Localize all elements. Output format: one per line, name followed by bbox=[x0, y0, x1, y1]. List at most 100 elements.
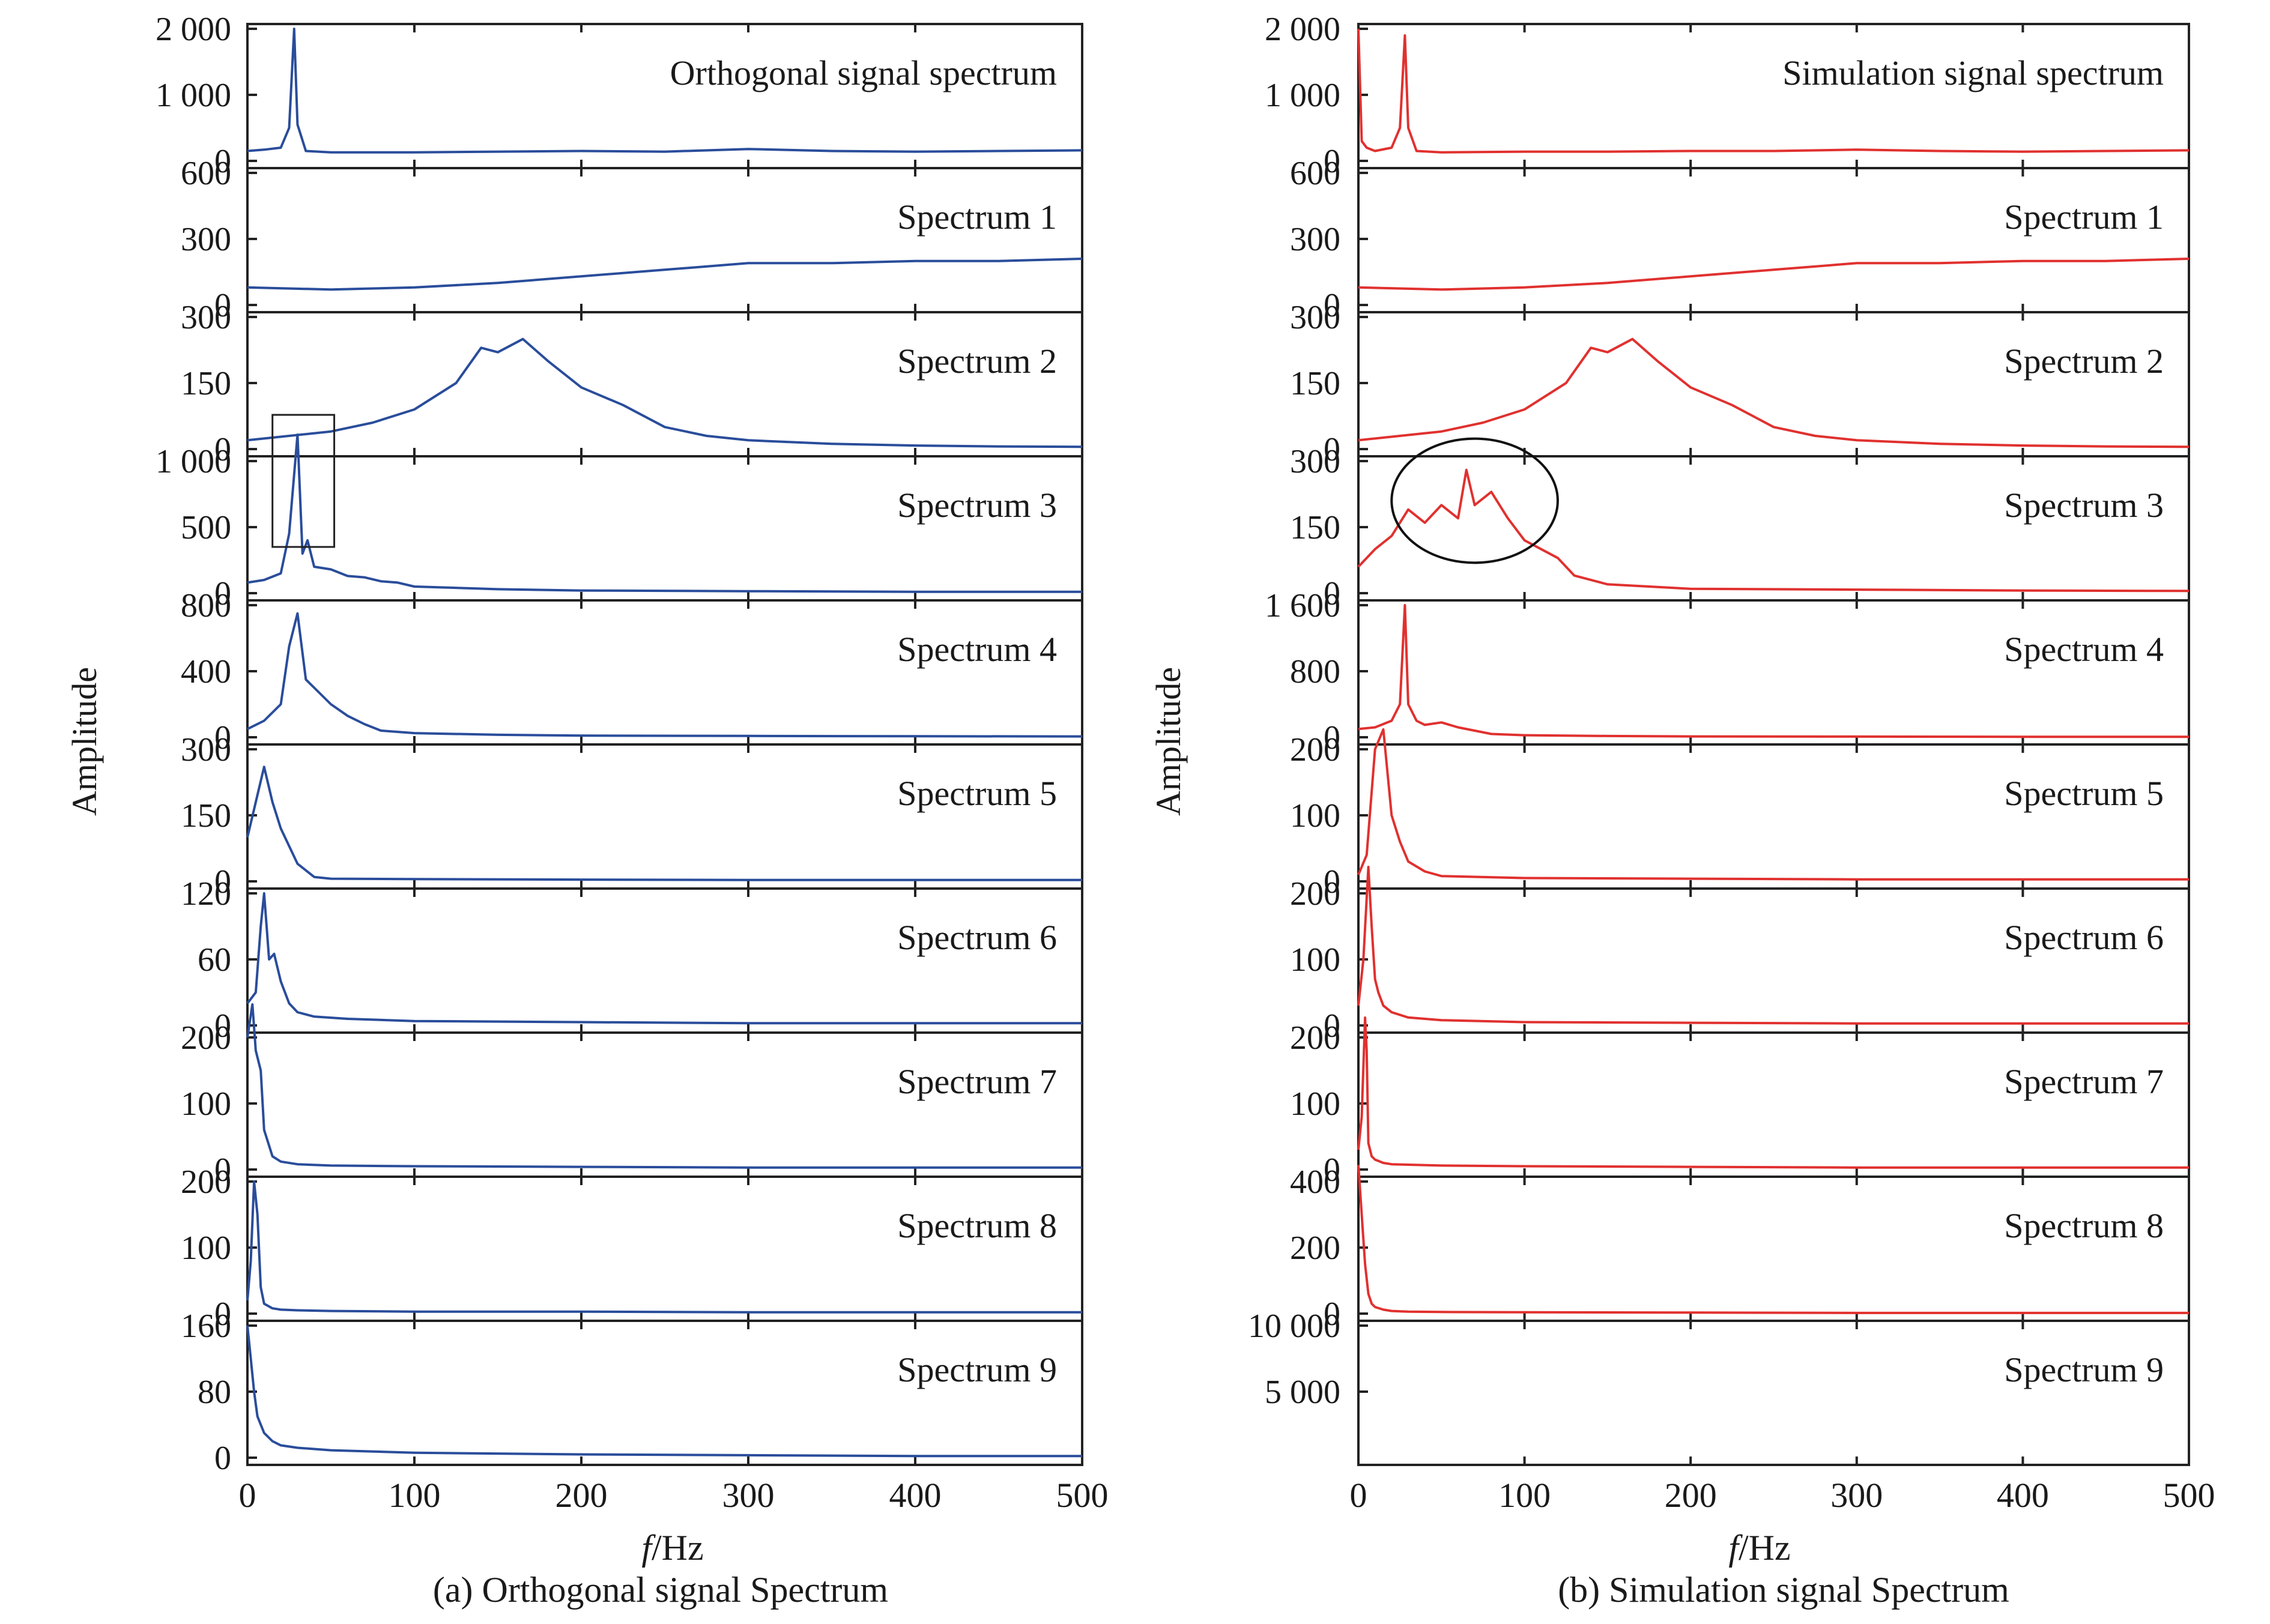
subplot: 0 100 200 Spectrum 5 bbox=[1290, 728, 2190, 901]
y-tick-label: 0 bbox=[214, 863, 231, 901]
y-tick-label: 0 bbox=[1324, 863, 1340, 901]
series-line bbox=[1357, 28, 2190, 154]
subplot: 0 400 800 Spectrum 4 bbox=[181, 587, 1083, 756]
series-line bbox=[246, 892, 1082, 1025]
y-tick-label: 200 bbox=[181, 1164, 231, 1201]
x-tick-label: 400 bbox=[1997, 1476, 2049, 1515]
y-tick-label: 0 bbox=[214, 1440, 231, 1477]
x-tick-label: 500 bbox=[2163, 1476, 2215, 1515]
subplot-label: Spectrum 3 bbox=[897, 486, 1057, 525]
subplot: 0 100 200 Spectrum 8 bbox=[181, 1164, 1083, 1333]
y-tick-label: 800 bbox=[181, 587, 231, 624]
y-tick-label: 0 bbox=[1324, 143, 1340, 180]
subplot-label: Simulation signal spectrum bbox=[1782, 53, 2164, 92]
subplot: 0 100 200 Spectrum 7 bbox=[181, 1003, 1083, 1189]
y-tick-label: 120 bbox=[181, 875, 231, 913]
series-line bbox=[246, 1325, 1082, 1458]
subplot-frame bbox=[1357, 1176, 2190, 1322]
series-line bbox=[1357, 1016, 2189, 1169]
y-tick-label: 300 bbox=[1290, 299, 1340, 336]
y-tick-label: 0 bbox=[214, 575, 231, 612]
y-tick-label: 2 000 bbox=[1265, 11, 1340, 48]
y-tick-label: 1 600 bbox=[1265, 587, 1340, 624]
panel-caption-a: (a) Orthogonal signal Spectrum bbox=[433, 1570, 888, 1610]
subplot-frame bbox=[246, 23, 1083, 169]
subplot-label: Orthogonal signal spectrum bbox=[670, 53, 1057, 92]
subplot-frame bbox=[1357, 311, 2190, 457]
x-axis-label-b: f/Hz bbox=[1728, 1528, 1790, 1568]
subplot: 0 150 300 Spectrum 5 bbox=[181, 731, 1083, 901]
subplot: 0 300 600 Spectrum 1 bbox=[1290, 155, 2190, 324]
y-tick-label: 400 bbox=[181, 653, 231, 690]
highlight-box bbox=[271, 414, 336, 548]
highlight-ellipse bbox=[1390, 437, 1559, 564]
y-tick-label: 100 bbox=[1290, 941, 1340, 979]
x-tick-label: 200 bbox=[555, 1476, 608, 1515]
y-tick-label: 0 bbox=[1324, 1152, 1340, 1189]
y-tick-label: 800 bbox=[1290, 653, 1340, 690]
series-line bbox=[1357, 866, 2189, 1025]
y-tick-label: 0 bbox=[1324, 431, 1340, 468]
subplot-label: Spectrum 3 bbox=[2004, 486, 2164, 525]
y-tick-label: 300 bbox=[181, 299, 231, 336]
subplot-frame bbox=[246, 743, 1083, 890]
y-tick-label: 0 bbox=[1324, 1007, 1340, 1045]
y-tick-label: 150 bbox=[1290, 365, 1340, 402]
subplot-label: Spectrum 2 bbox=[2004, 342, 2164, 381]
y-tick-label: 600 bbox=[181, 155, 231, 192]
subplot: 0 150 300 Spectrum 3 bbox=[1290, 437, 2190, 612]
y-tick-label: 100 bbox=[181, 1085, 231, 1123]
series-line bbox=[247, 337, 1083, 448]
subplot-frame bbox=[1357, 455, 2190, 602]
series-line bbox=[1357, 468, 2190, 593]
y-tick-label: 0 bbox=[214, 287, 231, 324]
y-tick-label: 0 bbox=[214, 1007, 231, 1045]
subplot: 0 80 160 Spectrum 9 bbox=[181, 1308, 1083, 1477]
y-tick-label: 600 bbox=[1290, 155, 1340, 192]
subplot-frame bbox=[1357, 599, 2190, 746]
x-tick-label: 300 bbox=[722, 1476, 775, 1515]
subplot-frame bbox=[1357, 167, 2190, 313]
subplot: 0 1 000 2 000 Orthogonal signal spectrum bbox=[156, 11, 1083, 180]
subplot-label: Spectrum 7 bbox=[897, 1062, 1057, 1101]
series-line bbox=[246, 765, 1082, 881]
subplot: 0 200 400 Spectrum 8 bbox=[1290, 1164, 2190, 1333]
y-tick-label: 150 bbox=[181, 365, 231, 402]
subplot-frame bbox=[246, 1176, 1083, 1322]
subplot-frame bbox=[246, 1031, 1083, 1178]
series-line bbox=[1358, 258, 2190, 291]
series-line bbox=[247, 433, 1082, 593]
y-tick-label: 500 bbox=[181, 509, 231, 546]
x-tick-label: 0 bbox=[239, 1476, 256, 1515]
x-tick-label: 500 bbox=[1056, 1476, 1109, 1515]
subplot-label: Spectrum 1 bbox=[2004, 198, 2164, 237]
series-line bbox=[1357, 1165, 2189, 1314]
y-axis-label-b: Amplitude bbox=[1149, 667, 1188, 816]
y-tick-label: 80 bbox=[198, 1374, 231, 1411]
subplot: 0 500 1 000 Spectrum 3 bbox=[156, 414, 1083, 612]
y-tick-label: 100 bbox=[1290, 1085, 1340, 1123]
subplot: 0 60 120 Spectrum 6 bbox=[181, 875, 1083, 1045]
subplot-label: Spectrum 5 bbox=[2004, 774, 2164, 813]
series-line bbox=[246, 1180, 1082, 1314]
series-line bbox=[247, 28, 1083, 154]
subplot-frame bbox=[1357, 743, 2190, 890]
y-tick-label: 60 bbox=[198, 941, 231, 979]
y-tick-label: 200 bbox=[1290, 1019, 1340, 1057]
subplot-label: Spectrum 1 bbox=[897, 198, 1057, 237]
y-tick-label: 10 000 bbox=[1248, 1308, 1340, 1345]
subplot-frame bbox=[246, 599, 1083, 746]
subplot-label: Spectrum 6 bbox=[897, 918, 1057, 957]
x-tick-label: 0 bbox=[1350, 1476, 1367, 1515]
subplot-label: Spectrum 9 bbox=[2004, 1350, 2164, 1389]
y-tick-label: 300 bbox=[181, 221, 231, 258]
y-tick-label: 1 000 bbox=[156, 77, 231, 114]
y-tick-label: 0 bbox=[214, 719, 231, 756]
subplot-frame bbox=[246, 887, 1083, 1034]
subplot: 0 1 000 2 000 Simulation signal spectrum bbox=[1265, 11, 2190, 180]
x-unit-a: /Hz bbox=[652, 1528, 704, 1568]
y-tick-label: 150 bbox=[181, 797, 231, 835]
y-tick-label: 5 000 bbox=[1265, 1374, 1340, 1411]
x-unit-b: /Hz bbox=[1739, 1528, 1791, 1568]
